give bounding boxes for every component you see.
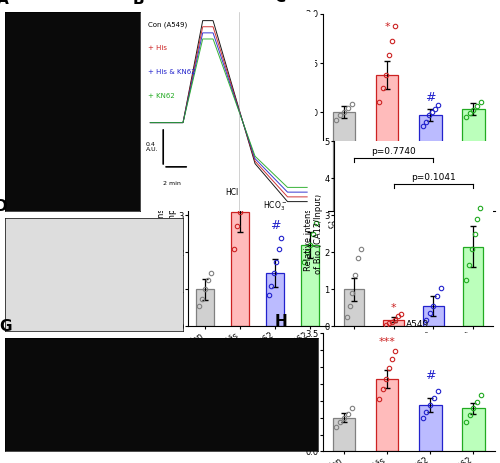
- Text: D: D: [0, 199, 7, 214]
- Text: H: H: [274, 314, 287, 329]
- Bar: [196, 289, 214, 326]
- Text: 0.4
A.U.: 0.4 A.U.: [146, 142, 158, 152]
- Text: C: C: [274, 0, 285, 5]
- Bar: [462, 109, 484, 211]
- Text: 2 min: 2 min: [163, 181, 181, 186]
- Y-axis label: Relative intensity
of pHRodo: Relative intensity of pHRodo: [284, 356, 304, 429]
- Text: *: *: [384, 22, 390, 31]
- Bar: [463, 247, 483, 326]
- Text: A: A: [0, 0, 8, 6]
- Text: + His: + His: [148, 45, 167, 51]
- Bar: [231, 212, 249, 326]
- Bar: [376, 75, 398, 211]
- Text: *: *: [391, 303, 396, 313]
- Y-axis label: Relative intensity
of Bio (CA12/Input): Relative intensity of Bio (CA12/Input): [304, 194, 323, 274]
- Bar: [376, 379, 398, 451]
- Text: HCl: HCl: [226, 188, 239, 197]
- Text: + KN62: + KN62: [148, 93, 174, 99]
- Text: p=0.1041: p=0.1041: [411, 173, 456, 182]
- Text: A549: A549: [406, 319, 429, 329]
- Text: G: G: [0, 319, 11, 334]
- Text: ***: ***: [379, 337, 396, 347]
- Bar: [384, 320, 404, 326]
- Bar: [301, 245, 319, 326]
- Bar: [333, 112, 355, 211]
- Bar: [266, 273, 284, 326]
- Text: F: F: [290, 118, 300, 133]
- Text: p=0.7740: p=0.7740: [371, 147, 416, 156]
- Y-axis label: Relative intensity
of Bio (AE2/Input): Relative intensity of Bio (AE2/Input): [157, 197, 176, 271]
- Text: E: E: [148, 118, 158, 133]
- Text: Con (A549): Con (A549): [148, 21, 187, 28]
- Text: HCO$_3^-$: HCO$_3^-$: [263, 200, 287, 213]
- Y-axis label: CBE activity (ΔpH/sec): CBE activity (ΔpH/sec): [295, 65, 304, 159]
- Text: #: #: [270, 219, 280, 232]
- Bar: [344, 289, 364, 326]
- Bar: [462, 408, 484, 451]
- Bar: [419, 405, 442, 451]
- Text: #: #: [425, 91, 436, 104]
- Bar: [333, 418, 355, 451]
- Bar: [423, 306, 444, 326]
- Text: *: *: [237, 148, 243, 158]
- Text: B: B: [132, 0, 144, 6]
- Bar: [419, 115, 442, 211]
- Text: #: #: [425, 369, 436, 382]
- Text: + His & KN62: + His & KN62: [148, 69, 196, 75]
